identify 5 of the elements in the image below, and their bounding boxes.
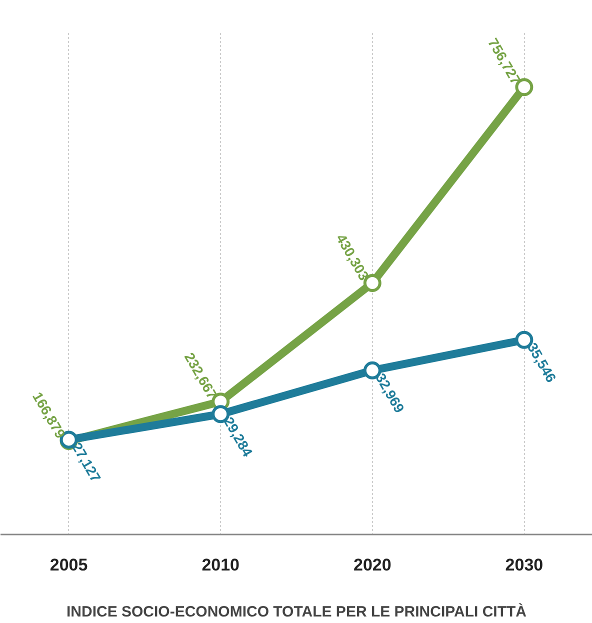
x-tick-label: 2010 bbox=[202, 556, 240, 574]
x-tick-label: 2030 bbox=[505, 556, 544, 574]
x-tick-label: 2005 bbox=[50, 556, 88, 574]
x-tick-label: 2020 bbox=[353, 556, 392, 574]
x-axis-title: INDICE SOCIO-ECONOMICO TOTALE PER LE PRINCIPALI CITTÀ bbox=[66, 602, 527, 620]
